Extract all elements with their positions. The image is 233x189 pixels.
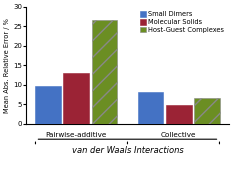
Bar	[35, 86, 61, 124]
Text: van der Waals Interactions: van der Waals Interactions	[72, 146, 183, 155]
Legend: Small Dimers, Molecular Solids, Host-Guest Complexes: Small Dimers, Molecular Solids, Host-Gue…	[138, 10, 226, 34]
Bar	[63, 73, 89, 124]
Bar	[92, 19, 117, 124]
Bar	[194, 98, 220, 124]
Y-axis label: Mean Abs. Relative Error / %: Mean Abs. Relative Error / %	[4, 18, 10, 113]
Text: Pairwise-additive: Pairwise-additive	[46, 132, 107, 138]
Text: Collective: Collective	[161, 132, 196, 138]
Bar	[137, 92, 163, 124]
Bar	[166, 105, 192, 124]
